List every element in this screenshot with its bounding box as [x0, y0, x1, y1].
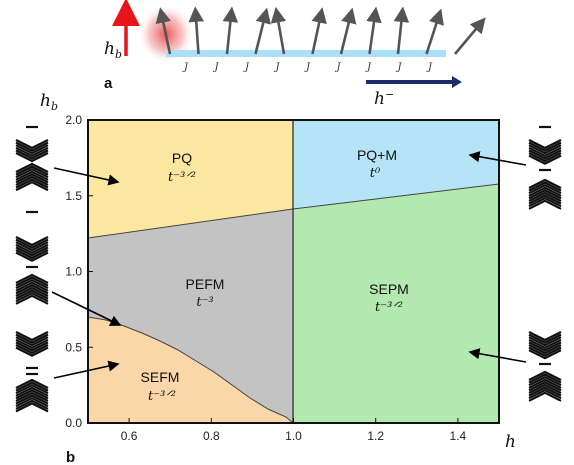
x-tick-label: 1.2	[367, 429, 384, 443]
pointer-arrow-pefm	[51, 291, 122, 326]
spin-arrow	[155, 7, 172, 55]
region-exp-pqm: t⁰	[370, 166, 381, 181]
spin-arrow	[339, 7, 357, 55]
y-tick-label: 0.5	[65, 340, 82, 354]
chevron-stack-icon	[528, 178, 562, 210]
y-ticks: 0.0 0.5 1.0 1.5 2.0	[65, 113, 93, 430]
coupling-label: J	[212, 62, 219, 73]
y-tick-label: 0.0	[65, 416, 82, 430]
region-pqm	[293, 120, 499, 209]
chevron-stack-icon	[15, 273, 49, 305]
region-sepm	[293, 184, 499, 423]
spin-arrow	[188, 6, 205, 55]
spin-arrow	[222, 6, 239, 55]
chevron-stack-icon	[15, 162, 49, 192]
h-field-arrowhead	[452, 76, 462, 88]
pointer-arrow-sepm	[468, 348, 527, 363]
panel-b-label: b	[66, 449, 75, 465]
x-tick-label: 0.6	[121, 429, 138, 443]
spin-arrow	[393, 6, 410, 55]
spin-arrow	[270, 6, 287, 55]
region-label-sepm: SEPM	[369, 281, 409, 297]
coupling-label: J	[395, 62, 402, 73]
panel-b: 0.6 0.8 1.0 1.2 1.4 0.0 0.5 1.0 1.5 2.0 hb h b P…	[15, 91, 562, 465]
x-ticks: 0.6 0.8 1.0 1.2 1.4	[121, 418, 467, 443]
chevron-stack-icon	[15, 331, 49, 357]
region-label-sefm: SEFM	[141, 369, 180, 385]
region-pefm	[88, 209, 293, 423]
spin-arrow	[311, 7, 327, 55]
coupling-label: J	[243, 62, 250, 73]
pointer-arrow-sefm	[53, 360, 120, 379]
pointer-arrow-pq	[53, 167, 120, 186]
wavefunction-icons	[15, 125, 562, 413]
spin-arrows	[155, 6, 486, 55]
region-label-pq: PQ	[172, 150, 192, 166]
panel-a-h-label: h−	[374, 88, 394, 109]
y-tick-label: 1.0	[65, 265, 82, 279]
x-tick-label: 1.0	[285, 429, 302, 443]
coupling-label: J	[273, 62, 280, 73]
panel-a-label: a	[104, 75, 113, 92]
chevron-stack-icon	[528, 139, 562, 165]
chevron-stack-icon	[15, 378, 49, 413]
spin-arrow	[454, 17, 486, 55]
chevron-stack-icon	[15, 139, 49, 163]
region-exp-sepm: t⁻³ᐟ²	[375, 300, 403, 315]
coupling-label: J	[334, 62, 341, 73]
x-axis-title: h	[505, 432, 516, 452]
coupling-label: J	[182, 62, 189, 73]
region-pq	[88, 120, 293, 238]
chevron-stack-icon	[15, 236, 49, 262]
y-axis-title: hb	[40, 91, 58, 113]
chevron-stack-icon	[528, 370, 562, 402]
region-label-pefm: PEFM	[186, 276, 225, 292]
chevron-stack-icon	[528, 331, 562, 360]
region-sefm	[88, 317, 293, 423]
y-tick-label: 1.5	[65, 189, 82, 203]
coupling-label: J	[365, 62, 372, 73]
panel-a-hb-label: hb	[104, 39, 122, 61]
pointer-arrow-pqm	[468, 151, 527, 166]
region-exp-pefm: t⁻³	[196, 295, 213, 310]
y-tick-label: 2.0	[65, 113, 82, 127]
spin-chain-bar	[166, 50, 446, 57]
panel-a: hb a J J J J J J J J J h−	[104, 0, 486, 109]
spin-arrow	[425, 8, 444, 55]
spin-arrow	[254, 7, 271, 55]
region-exp-sefm: t⁻³ᐟ²	[148, 389, 176, 404]
x-tick-label: 0.8	[203, 429, 220, 443]
x-tick-label: 1.4	[450, 429, 467, 443]
coupling-label: J	[304, 62, 311, 73]
coupling-label: J	[426, 62, 433, 73]
region-exp-pq: t⁻³ᐟ²	[168, 170, 196, 185]
region-label-pqm: PQ+M	[357, 147, 397, 163]
spin-arrow	[366, 6, 382, 55]
boundary-sefm-pefm	[87, 316, 294, 424]
